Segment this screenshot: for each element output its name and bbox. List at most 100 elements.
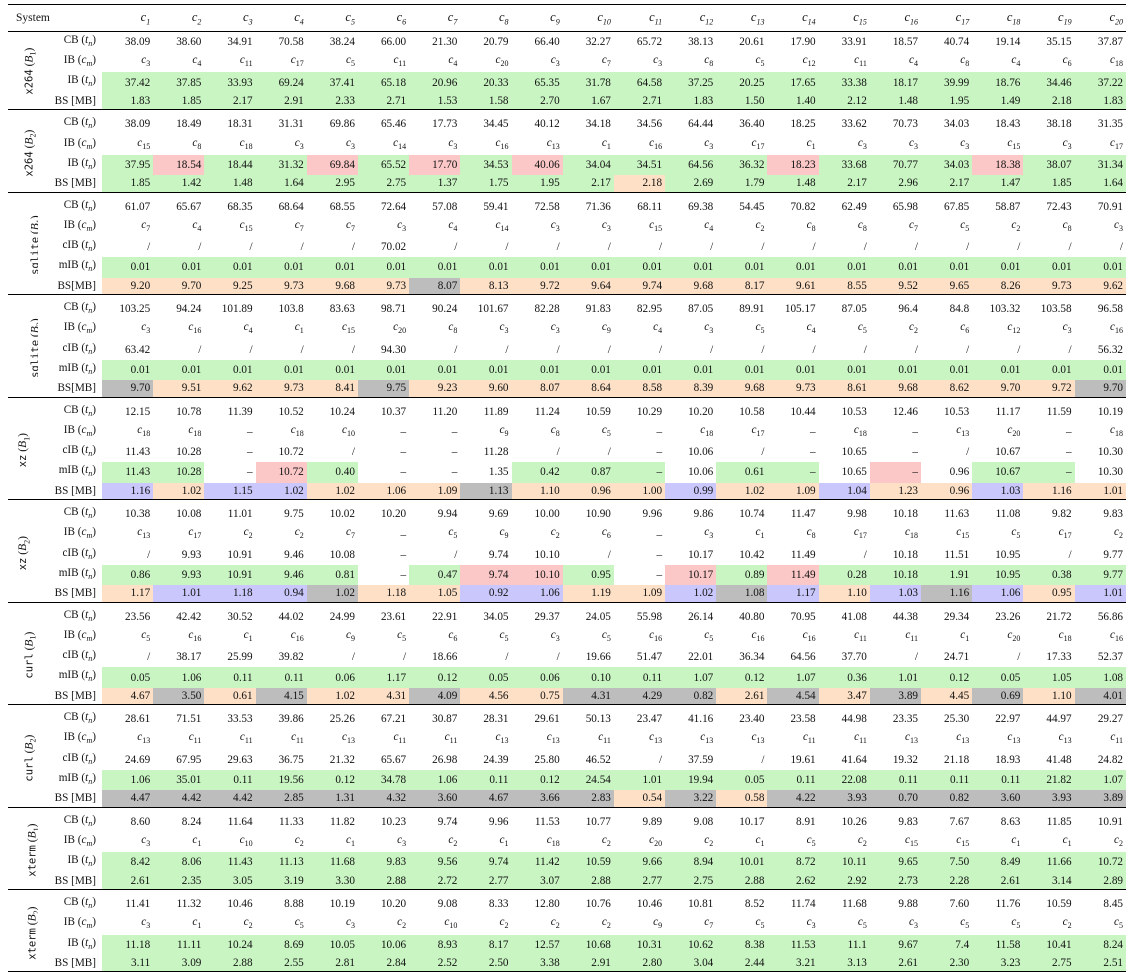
table-cell: / xyxy=(351,241,355,254)
table-cell: c16 xyxy=(290,628,304,644)
table-cell: 9.98 xyxy=(847,508,867,521)
row-label: IB (cm) xyxy=(63,54,96,69)
table-cell: 0.11 xyxy=(255,667,307,688)
table-cell: 2.30 xyxy=(921,954,973,972)
row-label: CB (tn) xyxy=(63,403,96,418)
table-cell: / xyxy=(812,241,816,254)
row-label: IB (cm) xyxy=(63,628,96,644)
table-cell: 8.33 xyxy=(488,898,509,911)
table-cell: 10.18 xyxy=(869,564,921,586)
table-cell: 9.77 xyxy=(1074,564,1126,586)
table-cell: 0.01 xyxy=(767,257,819,278)
table-cell: 10.28 xyxy=(153,462,205,483)
table-cell: 2.61 xyxy=(102,872,154,891)
table-cell: 11.64 xyxy=(227,815,253,828)
table-cell: 0.12 xyxy=(409,667,461,688)
table-cell: c1 xyxy=(294,321,304,336)
table-cell: 38.24 xyxy=(329,36,355,49)
table-cell: 2.88 xyxy=(357,872,410,891)
table-cell: 10.08 xyxy=(329,548,355,561)
config-header-6: c6 xyxy=(357,4,410,32)
table-cell: 69.86 xyxy=(329,118,355,131)
table-cell: 4.54 xyxy=(767,687,819,706)
table-cell: 24.82 xyxy=(1097,753,1123,766)
table-cell: 20.33 xyxy=(460,72,512,93)
table-cell: c8 xyxy=(192,136,202,151)
table-cell: 34.18 xyxy=(585,118,611,131)
table-cell: – xyxy=(810,446,816,459)
table-cell: 0.38 xyxy=(1023,564,1075,586)
table-cell: c2 xyxy=(909,321,918,336)
table-cell: 4.31 xyxy=(562,687,614,706)
table-row: IB (cm) c3 c1 c2 c5 c3 c2 c10 c2 c2 c2 c9 c7 c5 c3 c5 c3… xyxy=(8,914,1126,934)
table-cell: 7.50 xyxy=(921,852,973,873)
table-cell: 38.18 xyxy=(1046,118,1072,131)
table-cell: 98.71 xyxy=(380,303,407,316)
table-cell: 1.85 xyxy=(1023,175,1075,193)
table-row: sqlite (B2) CB (tn) 103.25 94.24 101.89 103.8… xyxy=(8,299,1126,398)
table-cell: c2 xyxy=(1011,218,1021,234)
table-row: BS [MB] 4.47 4.42 4.42 2.85 1.31 4.32 3.60 4.67 3… xyxy=(8,790,1126,808)
table-cell: c3 xyxy=(909,136,918,151)
table-cell: 2.80 xyxy=(613,954,666,972)
table-cell: 1.95 xyxy=(921,92,973,111)
table-cell: – xyxy=(246,466,253,479)
table-row: IB (tn) 8.42 8.06 11.43 11.13 11.68 9.83 9.56 9.… xyxy=(8,852,1126,873)
table-cell: 8.17 xyxy=(460,934,512,955)
table-cell: 17.73 xyxy=(432,118,458,131)
table-cell: c5 xyxy=(857,916,867,931)
table-cell: 10.05 xyxy=(306,934,358,955)
table-cell: 29.37 xyxy=(534,610,560,623)
table-cell: 3.89 xyxy=(1074,790,1126,808)
config-header-14: c14 xyxy=(767,4,819,32)
table-cell: 2.72 xyxy=(409,872,461,891)
table-cell: / xyxy=(966,446,970,459)
row-label: cIB (tn) xyxy=(62,649,96,664)
table-cell: / xyxy=(607,446,611,459)
table-cell: 19.66 xyxy=(585,651,611,664)
table-cell: 11.59 xyxy=(1046,405,1072,418)
table-cell: 0.81 xyxy=(306,564,358,586)
table-cell: 11.85 xyxy=(1046,815,1072,828)
table-cell: 1.17 xyxy=(357,667,410,688)
table-cell: c2 xyxy=(499,916,509,931)
table-cell: 10.95 xyxy=(995,548,1021,561)
table-cell: 11.66 xyxy=(1023,852,1075,873)
table-cell: 29.34 xyxy=(944,610,970,623)
system-label: xz (B1) xyxy=(8,401,38,501)
table-cell: 0.01 xyxy=(511,359,563,381)
table-cell: 22.08 xyxy=(818,769,870,791)
table-cell: 10.62 xyxy=(665,934,717,955)
table-cell: 1.09 xyxy=(409,482,461,501)
row-label: BS [MB] xyxy=(38,790,102,808)
table-cell: 3.21 xyxy=(767,954,819,972)
table-cell: 39.82 xyxy=(278,651,304,664)
table-cell: 10.76 xyxy=(585,898,611,911)
row-label: CB (tn) xyxy=(63,813,96,829)
table-cell: 9.08 xyxy=(693,815,714,828)
table-cell: c8 xyxy=(448,321,458,336)
table-cell: c4 xyxy=(909,54,918,69)
table-cell: c4 xyxy=(192,54,202,69)
table-cell: 7.67 xyxy=(949,815,970,828)
table-cell: 65.67 xyxy=(176,200,202,213)
table-cell: 1.50 xyxy=(716,92,768,111)
table-cell: 9.75 xyxy=(284,508,304,521)
config-header-7: c7 xyxy=(409,4,461,32)
table-cell: 11.68 xyxy=(306,852,358,873)
table-row: cIB (tn) / / / / / 70.02 / / / / / / / / / / / / / / xyxy=(8,237,1126,257)
table-cell: 23.35 xyxy=(892,713,918,726)
table-cell: 82.95 xyxy=(636,303,663,316)
table-cell: c3 xyxy=(141,834,151,849)
table-cell: 35.15 xyxy=(1046,36,1072,49)
table-cell: c13 xyxy=(956,423,970,439)
table-cell: / xyxy=(505,343,509,356)
table-cell: 9.20 xyxy=(102,277,154,296)
table-cell: c7 xyxy=(704,916,714,931)
table-cell: 11.01 xyxy=(227,508,253,521)
table-cell: – xyxy=(451,446,458,459)
table-cell: 4.01 xyxy=(1074,687,1126,706)
table-cell: c16 xyxy=(1110,321,1123,336)
table-cell: 0.87 xyxy=(562,462,614,483)
table-cell: 21.72 xyxy=(1046,610,1072,623)
